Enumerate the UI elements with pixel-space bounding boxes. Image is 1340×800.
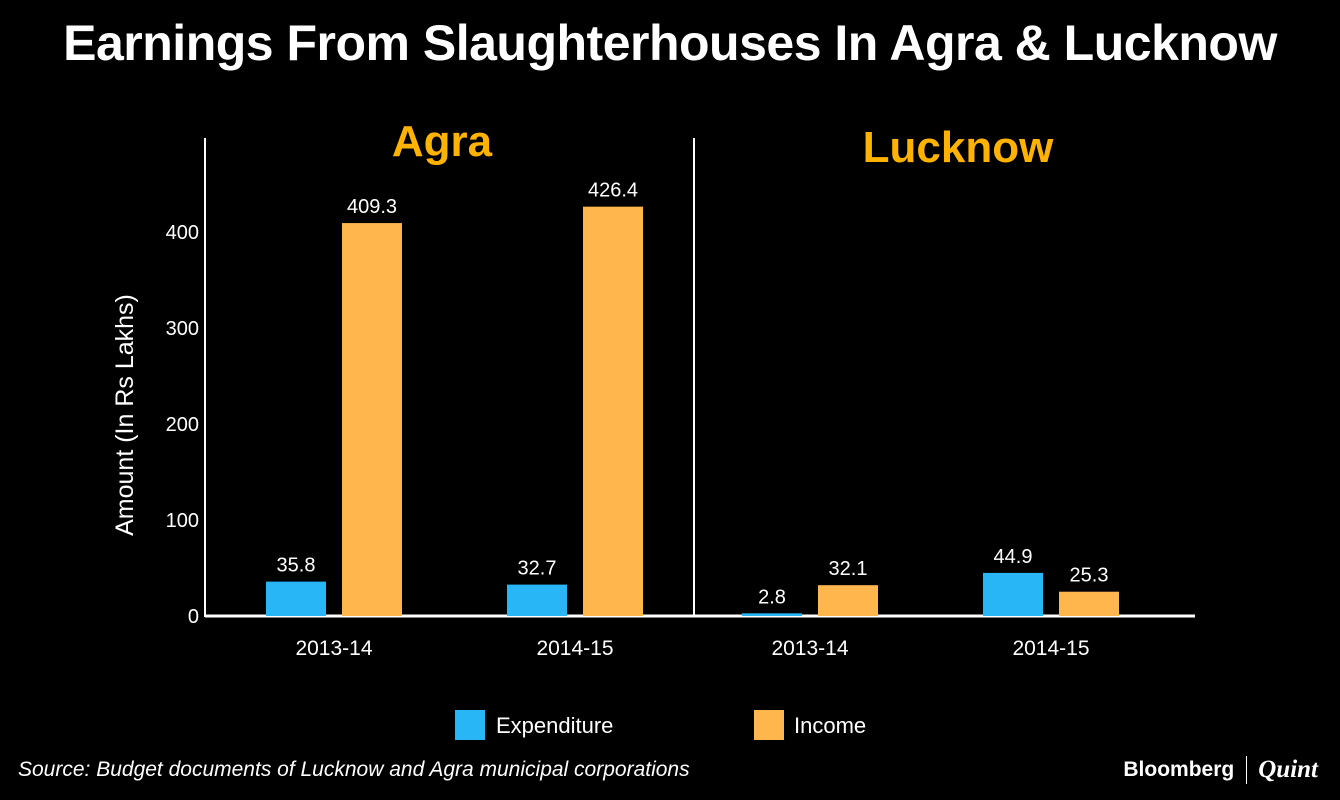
legend-label-income: Income: [794, 713, 866, 738]
y-tick-label: 0: [188, 606, 199, 628]
bar-income: [342, 223, 402, 616]
y-tick-label: 400: [166, 222, 199, 244]
x-tick-label: 2014-15: [536, 637, 613, 660]
data-label: 32.1: [829, 558, 868, 580]
panel-title-agra: Agra: [392, 117, 493, 166]
data-label: 409.3: [347, 196, 397, 218]
x-tick-label: 2013-14: [771, 637, 848, 660]
y-tick-label: 100: [166, 510, 199, 532]
y-axis-label: Amount (In Rs Lakhs): [111, 294, 139, 536]
x-tick-label: 2014-15: [1012, 637, 1089, 660]
legend-swatch-expenditure: [455, 710, 485, 740]
bar-expenditure: [983, 572, 1043, 616]
legend-label-expenditure: Expenditure: [496, 713, 613, 738]
panel-title-lucknow: Lucknow: [863, 123, 1054, 172]
bar-expenditure: [507, 584, 567, 616]
data-label: 2.8: [758, 586, 786, 608]
brand-divider: [1246, 756, 1248, 784]
legend-swatch-income: [754, 710, 784, 740]
x-tick-label: 2013-14: [295, 637, 372, 660]
brand-secondary: Quint: [1258, 756, 1318, 783]
bar-expenditure: [266, 581, 326, 616]
bar-income: [583, 206, 643, 616]
data-label: 35.8: [277, 555, 316, 577]
bar-income: [1059, 591, 1119, 616]
data-label: 32.7: [518, 558, 557, 580]
source-note: Source: Budget documents of Lucknow and …: [18, 758, 690, 781]
bar-income: [818, 585, 878, 616]
data-label: 44.9: [994, 546, 1033, 568]
y-tick-label: 300: [166, 318, 199, 340]
chart-title: Earnings From Slaughterhouses In Agra & …: [63, 15, 1277, 71]
bar-expenditure: [742, 613, 802, 616]
data-label: 25.3: [1070, 565, 1109, 587]
brand-primary: Bloomberg: [1123, 758, 1235, 781]
y-tick-label: 200: [166, 414, 199, 436]
data-label: 426.4: [588, 180, 638, 202]
brand-logo: Bloomberg Quint: [1123, 752, 1318, 788]
